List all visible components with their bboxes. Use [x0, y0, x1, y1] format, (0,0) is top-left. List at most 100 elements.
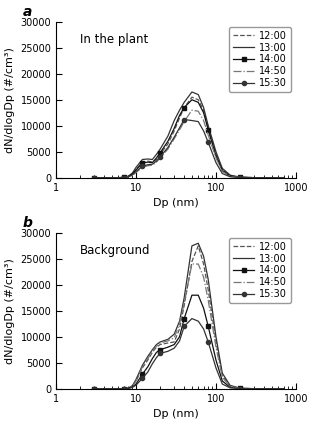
13:00 — [196, 241, 200, 246]
15:30 — [270, 386, 274, 391]
15:30 — [110, 175, 114, 180]
13:00 — [228, 173, 232, 178]
14:00 — [228, 385, 232, 390]
13:00 — [202, 105, 205, 110]
13:00 — [178, 319, 182, 324]
14:00 — [122, 175, 126, 180]
12:00 — [141, 365, 144, 371]
15:30 — [92, 386, 96, 391]
15:30 — [172, 346, 176, 351]
12:00 — [238, 175, 242, 180]
15:30 — [134, 169, 138, 174]
12:00 — [182, 303, 186, 308]
14:00 — [102, 175, 106, 180]
14:00 — [252, 386, 256, 391]
14:50 — [122, 386, 126, 391]
13:00 — [151, 157, 154, 162]
14:00 — [220, 168, 224, 173]
14:00 — [116, 175, 120, 180]
14:00 — [214, 357, 218, 363]
Line: 12:00: 12:00 — [94, 246, 284, 389]
14:50 — [122, 175, 126, 180]
14:50 — [134, 378, 138, 383]
Text: Background: Background — [80, 244, 151, 257]
Legend: 12:00, 13:00, 14:00, 14:50, 15:30: 12:00, 13:00, 14:00, 14:50, 15:30 — [229, 27, 291, 92]
13:00 — [166, 337, 170, 342]
14:00 — [146, 159, 150, 165]
12:00 — [134, 167, 138, 172]
15:30 — [155, 159, 158, 164]
12:00 — [122, 175, 126, 180]
15:30 — [158, 351, 162, 356]
12:00 — [252, 175, 256, 180]
14:50 — [202, 118, 205, 123]
13:00 — [102, 175, 106, 180]
14:50 — [172, 335, 176, 340]
13:00 — [220, 371, 224, 376]
13:00 — [252, 386, 256, 391]
13:00 — [214, 334, 218, 339]
14:00 — [252, 175, 256, 180]
14:50 — [141, 364, 144, 369]
14:00 — [228, 173, 232, 179]
13:00 — [141, 157, 144, 162]
15:30 — [282, 386, 285, 391]
14:00 — [206, 127, 210, 132]
15:30 — [190, 118, 194, 123]
14:50 — [206, 133, 210, 138]
15:30 — [155, 355, 158, 360]
12:00 — [102, 386, 106, 391]
13:00 — [102, 386, 106, 391]
13:00 — [172, 118, 176, 123]
15:30 — [206, 340, 210, 345]
14:50 — [202, 274, 205, 279]
15:30 — [196, 319, 200, 324]
14:00 — [172, 342, 176, 347]
15:30 — [151, 361, 154, 366]
12:00 — [166, 340, 170, 346]
14:50 — [214, 156, 218, 161]
14:50 — [166, 338, 170, 343]
14:00 — [220, 378, 224, 383]
13:00 — [158, 147, 162, 152]
14:50 — [196, 262, 200, 267]
14:00 — [196, 100, 200, 105]
12:00 — [92, 386, 96, 391]
13:00 — [146, 156, 150, 162]
15:30 — [228, 385, 232, 391]
14:00 — [146, 364, 150, 369]
13:00 — [270, 386, 274, 391]
15:30 — [270, 175, 274, 180]
14:50 — [158, 156, 162, 161]
13:00 — [166, 134, 170, 139]
12:00 — [196, 243, 200, 248]
15:30 — [131, 172, 134, 177]
12:00 — [178, 326, 182, 332]
15:30 — [110, 386, 114, 391]
14:50 — [126, 174, 130, 179]
13:00 — [92, 175, 96, 180]
14:00 — [122, 386, 126, 391]
14:00 — [110, 386, 114, 391]
14:50 — [270, 175, 274, 180]
12:00 — [131, 384, 134, 389]
14:50 — [172, 136, 176, 141]
14:00 — [151, 356, 154, 361]
12:00 — [141, 159, 144, 165]
14:50 — [158, 340, 162, 346]
14:00 — [158, 150, 162, 155]
14:50 — [196, 109, 200, 114]
15:30 — [252, 386, 256, 391]
12:00 — [116, 386, 120, 391]
14:00 — [166, 345, 170, 350]
14:00 — [158, 347, 162, 352]
15:30 — [238, 386, 242, 391]
15:30 — [220, 382, 224, 387]
15:30 — [102, 175, 106, 180]
12:00 — [202, 262, 205, 267]
Line: 12:00: 12:00 — [94, 97, 284, 178]
12:00 — [214, 340, 218, 345]
14:00 — [151, 160, 154, 165]
14:00 — [155, 156, 158, 161]
14:00 — [131, 385, 134, 390]
